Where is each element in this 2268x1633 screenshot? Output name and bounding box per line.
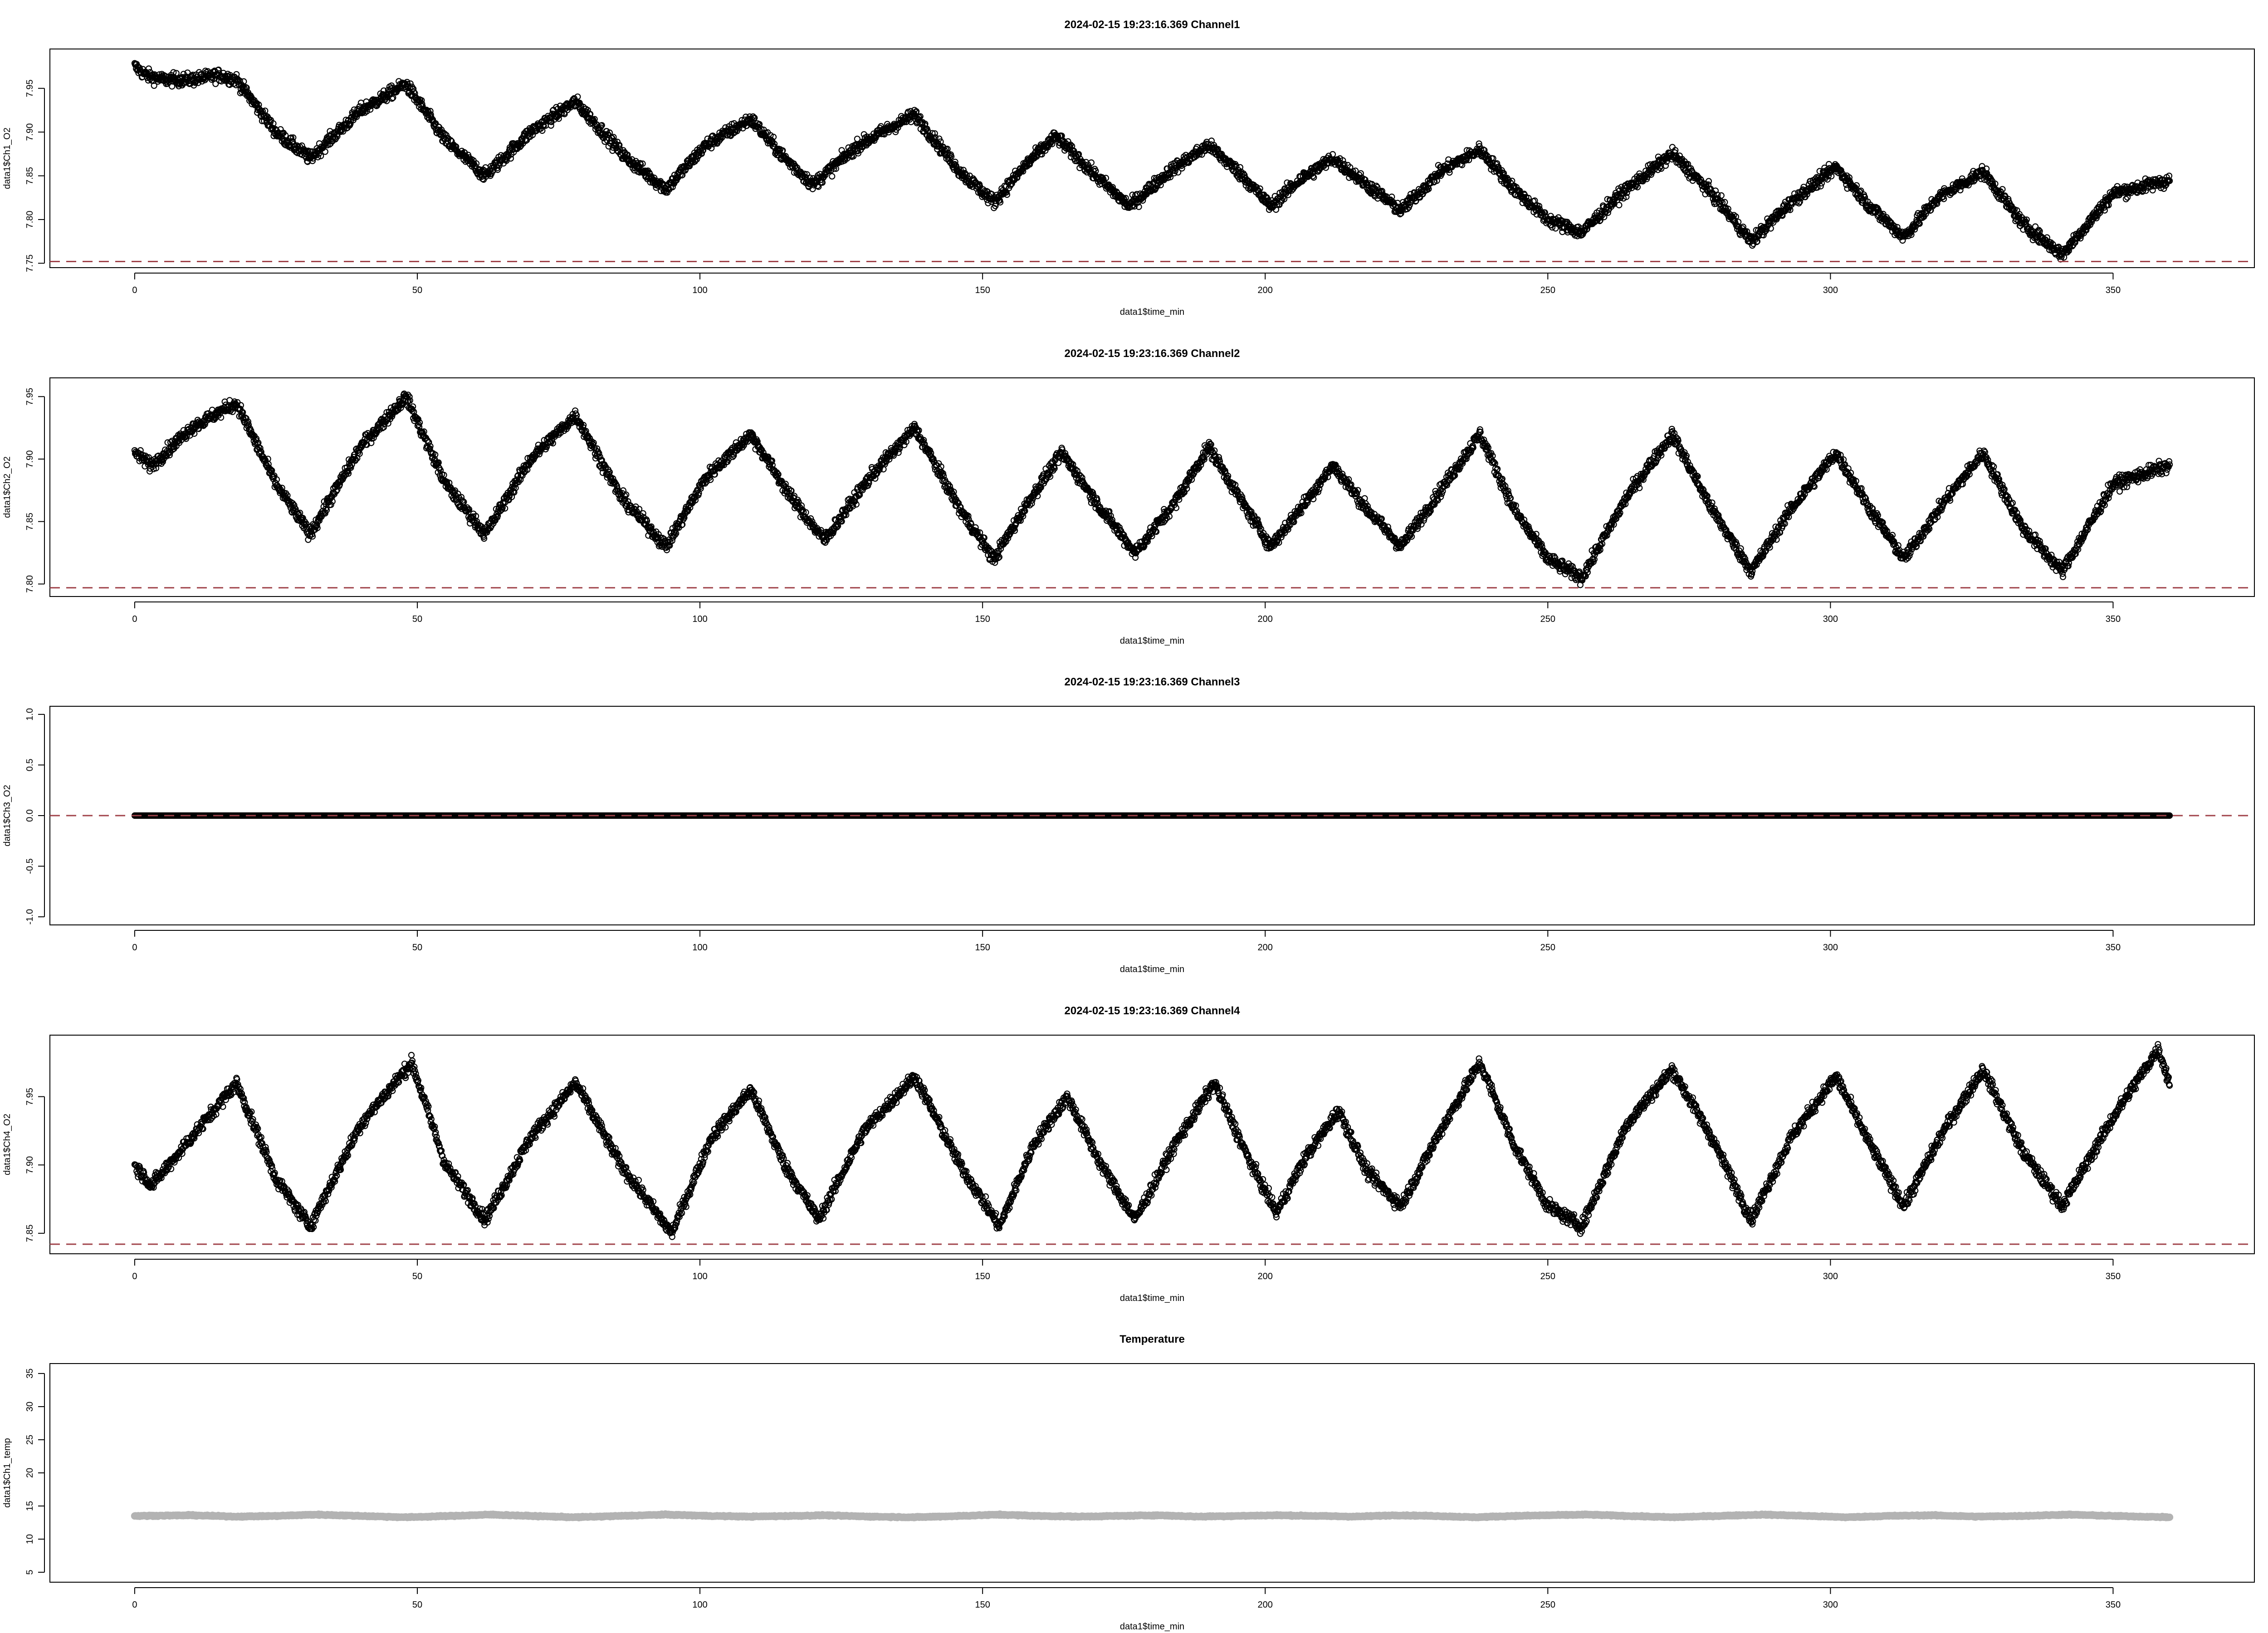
y-tick-label: 7.85 bbox=[25, 167, 35, 185]
y-axis-label: data1$Ch1_O2 bbox=[2, 127, 12, 189]
y-tick-label: 7.75 bbox=[25, 254, 35, 272]
x-axis-label: data1$time_min bbox=[1120, 307, 1184, 317]
data-point bbox=[829, 173, 836, 180]
y-tick-label: 7.80 bbox=[25, 210, 35, 228]
data-point bbox=[318, 152, 324, 159]
data-point bbox=[282, 132, 289, 139]
data-point bbox=[322, 148, 328, 155]
x-tick-label: 350 bbox=[2106, 285, 2121, 295]
data-point bbox=[212, 80, 219, 87]
data-point bbox=[145, 65, 152, 72]
x-tick-label: 50 bbox=[412, 285, 422, 295]
data-point bbox=[288, 134, 295, 141]
data-point bbox=[314, 154, 321, 161]
data-point bbox=[270, 120, 277, 127]
data-layer bbox=[131, 390, 2173, 588]
plot-frame bbox=[49, 377, 2255, 597]
data-point bbox=[151, 82, 157, 89]
data-point bbox=[236, 78, 243, 84]
x-tick-label: 150 bbox=[975, 285, 990, 295]
data-point bbox=[240, 78, 247, 85]
x-tick-label: 100 bbox=[692, 285, 707, 295]
data-point bbox=[2122, 196, 2129, 202]
x-tick-label: 200 bbox=[1258, 285, 1273, 295]
data-point bbox=[215, 66, 222, 73]
y-tick-label: 7.95 bbox=[25, 79, 35, 97]
data-point bbox=[298, 142, 305, 149]
data-point bbox=[290, 134, 297, 141]
y-tick-label: 7.90 bbox=[25, 123, 35, 141]
data-point bbox=[1616, 202, 1623, 209]
data-point bbox=[137, 66, 143, 73]
data-layer bbox=[131, 60, 2173, 263]
data-point bbox=[1718, 192, 1725, 199]
panel-1: 2024-02-15 19:23:16.369 Channel1 0 50 100 15… bbox=[2, 19, 2255, 317]
data-point bbox=[383, 98, 390, 104]
panel-title: 2024-02-15 19:23:16.369 Channel2 bbox=[1065, 347, 1240, 360]
x-tick-label: 250 bbox=[1540, 285, 1555, 295]
x-tick-label: 0 bbox=[132, 285, 137, 295]
plot-frame bbox=[49, 49, 2255, 268]
panel-title: 2024-02-15 19:23:16.369 Channel1 bbox=[1065, 19, 1240, 31]
x-tick-label: 300 bbox=[1823, 285, 1838, 295]
